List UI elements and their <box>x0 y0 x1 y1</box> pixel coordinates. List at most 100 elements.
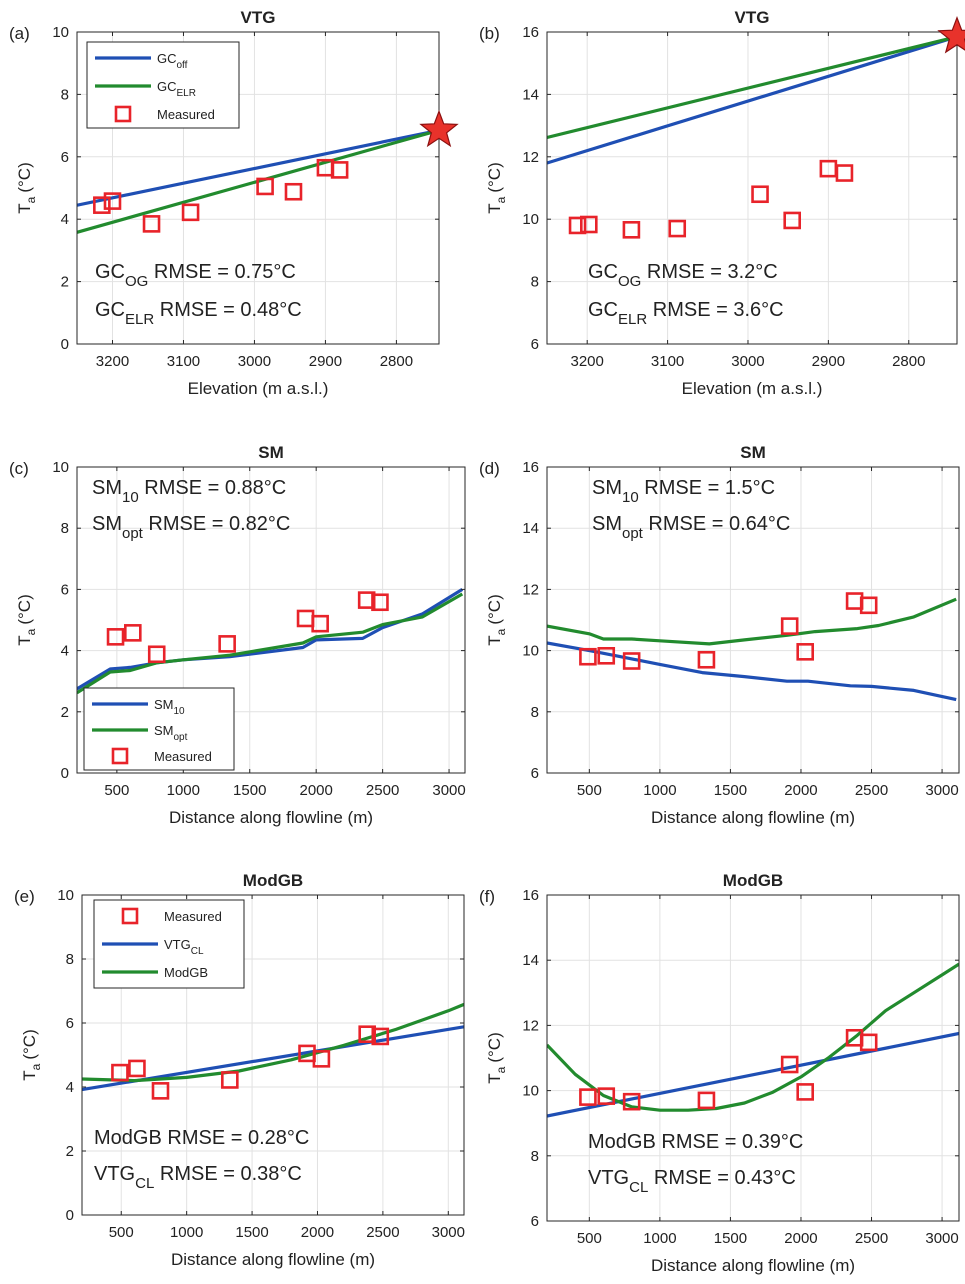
plot-area <box>547 35 957 239</box>
measured-marker <box>330 161 349 179</box>
measured-marker <box>218 635 236 653</box>
y-axis-label: Ta (°C) <box>15 594 38 645</box>
x-axis-label: Distance along flowline (m) <box>651 1256 855 1275</box>
measured-marker <box>697 1091 716 1110</box>
panel-letter: (d) <box>479 459 500 478</box>
x-tick-label: 3200 <box>571 353 604 370</box>
rmse-model-name: GC <box>588 299 618 321</box>
y-axis-label-sub: a <box>494 196 508 203</box>
x-tick-label: 2000 <box>784 1230 817 1247</box>
rmse-value: RMSE = 0.64°C <box>643 513 791 535</box>
legend-label-main: Measured <box>164 909 222 924</box>
y-tick-label: 8 <box>531 704 539 721</box>
measured-marker <box>371 593 389 612</box>
rmse-model-name: VTG <box>588 1167 629 1189</box>
x-tick-label: 2800 <box>892 353 925 370</box>
x-tick-label: 3200 <box>96 353 129 370</box>
y-tick-label: 10 <box>52 24 69 41</box>
y-tick-label: 14 <box>522 520 539 537</box>
x-tick-label: 3000 <box>432 1224 465 1241</box>
series-line-green <box>547 962 959 1112</box>
y-tick-label: 8 <box>61 520 69 537</box>
measured-marker <box>221 1071 239 1089</box>
terminus-star-marker <box>419 109 459 148</box>
rmse-model-name: GC <box>95 299 125 321</box>
y-tick-label: 4 <box>61 643 69 660</box>
legend-label-sub: CL <box>191 946 204 957</box>
measured-marker <box>312 1050 331 1068</box>
y-tick-label: 6 <box>66 1015 74 1032</box>
x-tick-label: 1000 <box>167 782 200 799</box>
rmse-model-sub: OG <box>125 273 148 290</box>
panel-letter: (e) <box>14 887 35 906</box>
x-tick-label: 1500 <box>235 1224 268 1241</box>
y-tick-label: 6 <box>61 149 69 166</box>
x-tick-label: 1000 <box>643 782 676 799</box>
terminus-star-marker <box>937 15 965 54</box>
measured-marker <box>181 203 200 222</box>
x-tick-label: 2000 <box>301 1224 334 1241</box>
x-tick-label: 500 <box>577 1230 602 1247</box>
measured-marker <box>128 1059 146 1078</box>
measured-marker <box>151 1082 170 1100</box>
measured-marker <box>780 617 799 635</box>
plot-area <box>77 588 464 695</box>
panel-title: SM <box>258 443 284 462</box>
panel-letter: (f) <box>479 887 495 906</box>
legend-label-main: Measured <box>154 749 212 764</box>
y-tick-label: 12 <box>522 581 539 598</box>
series-line-green <box>77 592 464 695</box>
rmse-value: RMSE = 3.2°C <box>641 261 777 283</box>
plot-area <box>547 962 959 1118</box>
x-tick-label: 500 <box>577 782 602 799</box>
y-axis-label-sub: a <box>494 1066 508 1073</box>
x-tick-label: 2900 <box>812 353 845 370</box>
measured-marker <box>859 596 878 615</box>
series-line-blue <box>77 128 439 207</box>
measured-marker <box>371 1027 390 1046</box>
legend-label: SM10 <box>154 697 185 717</box>
panel-title: ModGB <box>723 871 783 890</box>
y-tick-label: 12 <box>522 149 539 166</box>
panel-letter: (b) <box>479 24 500 43</box>
measured-marker <box>103 192 122 210</box>
x-tick-label: 2900 <box>309 353 342 370</box>
y-tick-label: 8 <box>66 951 74 968</box>
rmse-model-sub: opt <box>122 525 144 542</box>
measured-marker <box>835 164 854 182</box>
y-tick-label: 6 <box>531 1213 539 1230</box>
panel-c: 500 1000 1500 2000 2500 30000246810SM(c)Dista… <box>9 443 466 827</box>
y-tick-label: 14 <box>522 86 539 103</box>
x-tick-label: 2500 <box>855 1230 888 1247</box>
x-tick-label: 2500 <box>366 1224 399 1241</box>
legend-label-main: ModGB <box>164 965 208 980</box>
y-axis-label-main: T <box>15 203 34 213</box>
y-axis-label-main: T <box>485 635 504 645</box>
y-axis-label-unit: (°C) <box>15 162 34 192</box>
rmse-value: RMSE = 0.48°C <box>154 299 302 321</box>
rmse-annotation: GCELR RMSE = 3.6°C <box>588 299 784 328</box>
rmse-model-sub: ELR <box>618 311 647 328</box>
panel-d: 500 1000 1500 2000 2500 3000 6 8 10 12 14 16 SM (d) Di… <box>479 443 960 827</box>
y-axis-label-unit: (°C) <box>485 1032 504 1062</box>
rmse-value: RMSE = 0.39°C <box>656 1131 804 1153</box>
measured-marker <box>568 216 587 235</box>
measured-marker <box>579 647 597 666</box>
measured-marker <box>783 211 801 230</box>
measured-marker <box>780 1055 799 1074</box>
x-tick-label: 3000 <box>731 353 764 370</box>
measured-marker <box>622 221 641 239</box>
y-tick-label: 8 <box>531 1148 539 1165</box>
series-line-blue <box>547 35 957 165</box>
rmse-value: RMSE = 0.82°C <box>143 513 291 535</box>
measured-marker <box>111 1063 129 1082</box>
y-axis-label: Ta (°C) <box>15 162 38 213</box>
y-axis-label-sub: a <box>494 628 508 635</box>
measured-marker <box>124 624 142 642</box>
axes-frame <box>76 466 466 774</box>
rmse-model-sub: OG <box>618 273 641 290</box>
y-tick-label: 0 <box>66 1207 74 1224</box>
x-axis-label: Elevation (m a.s.l.) <box>682 379 823 398</box>
